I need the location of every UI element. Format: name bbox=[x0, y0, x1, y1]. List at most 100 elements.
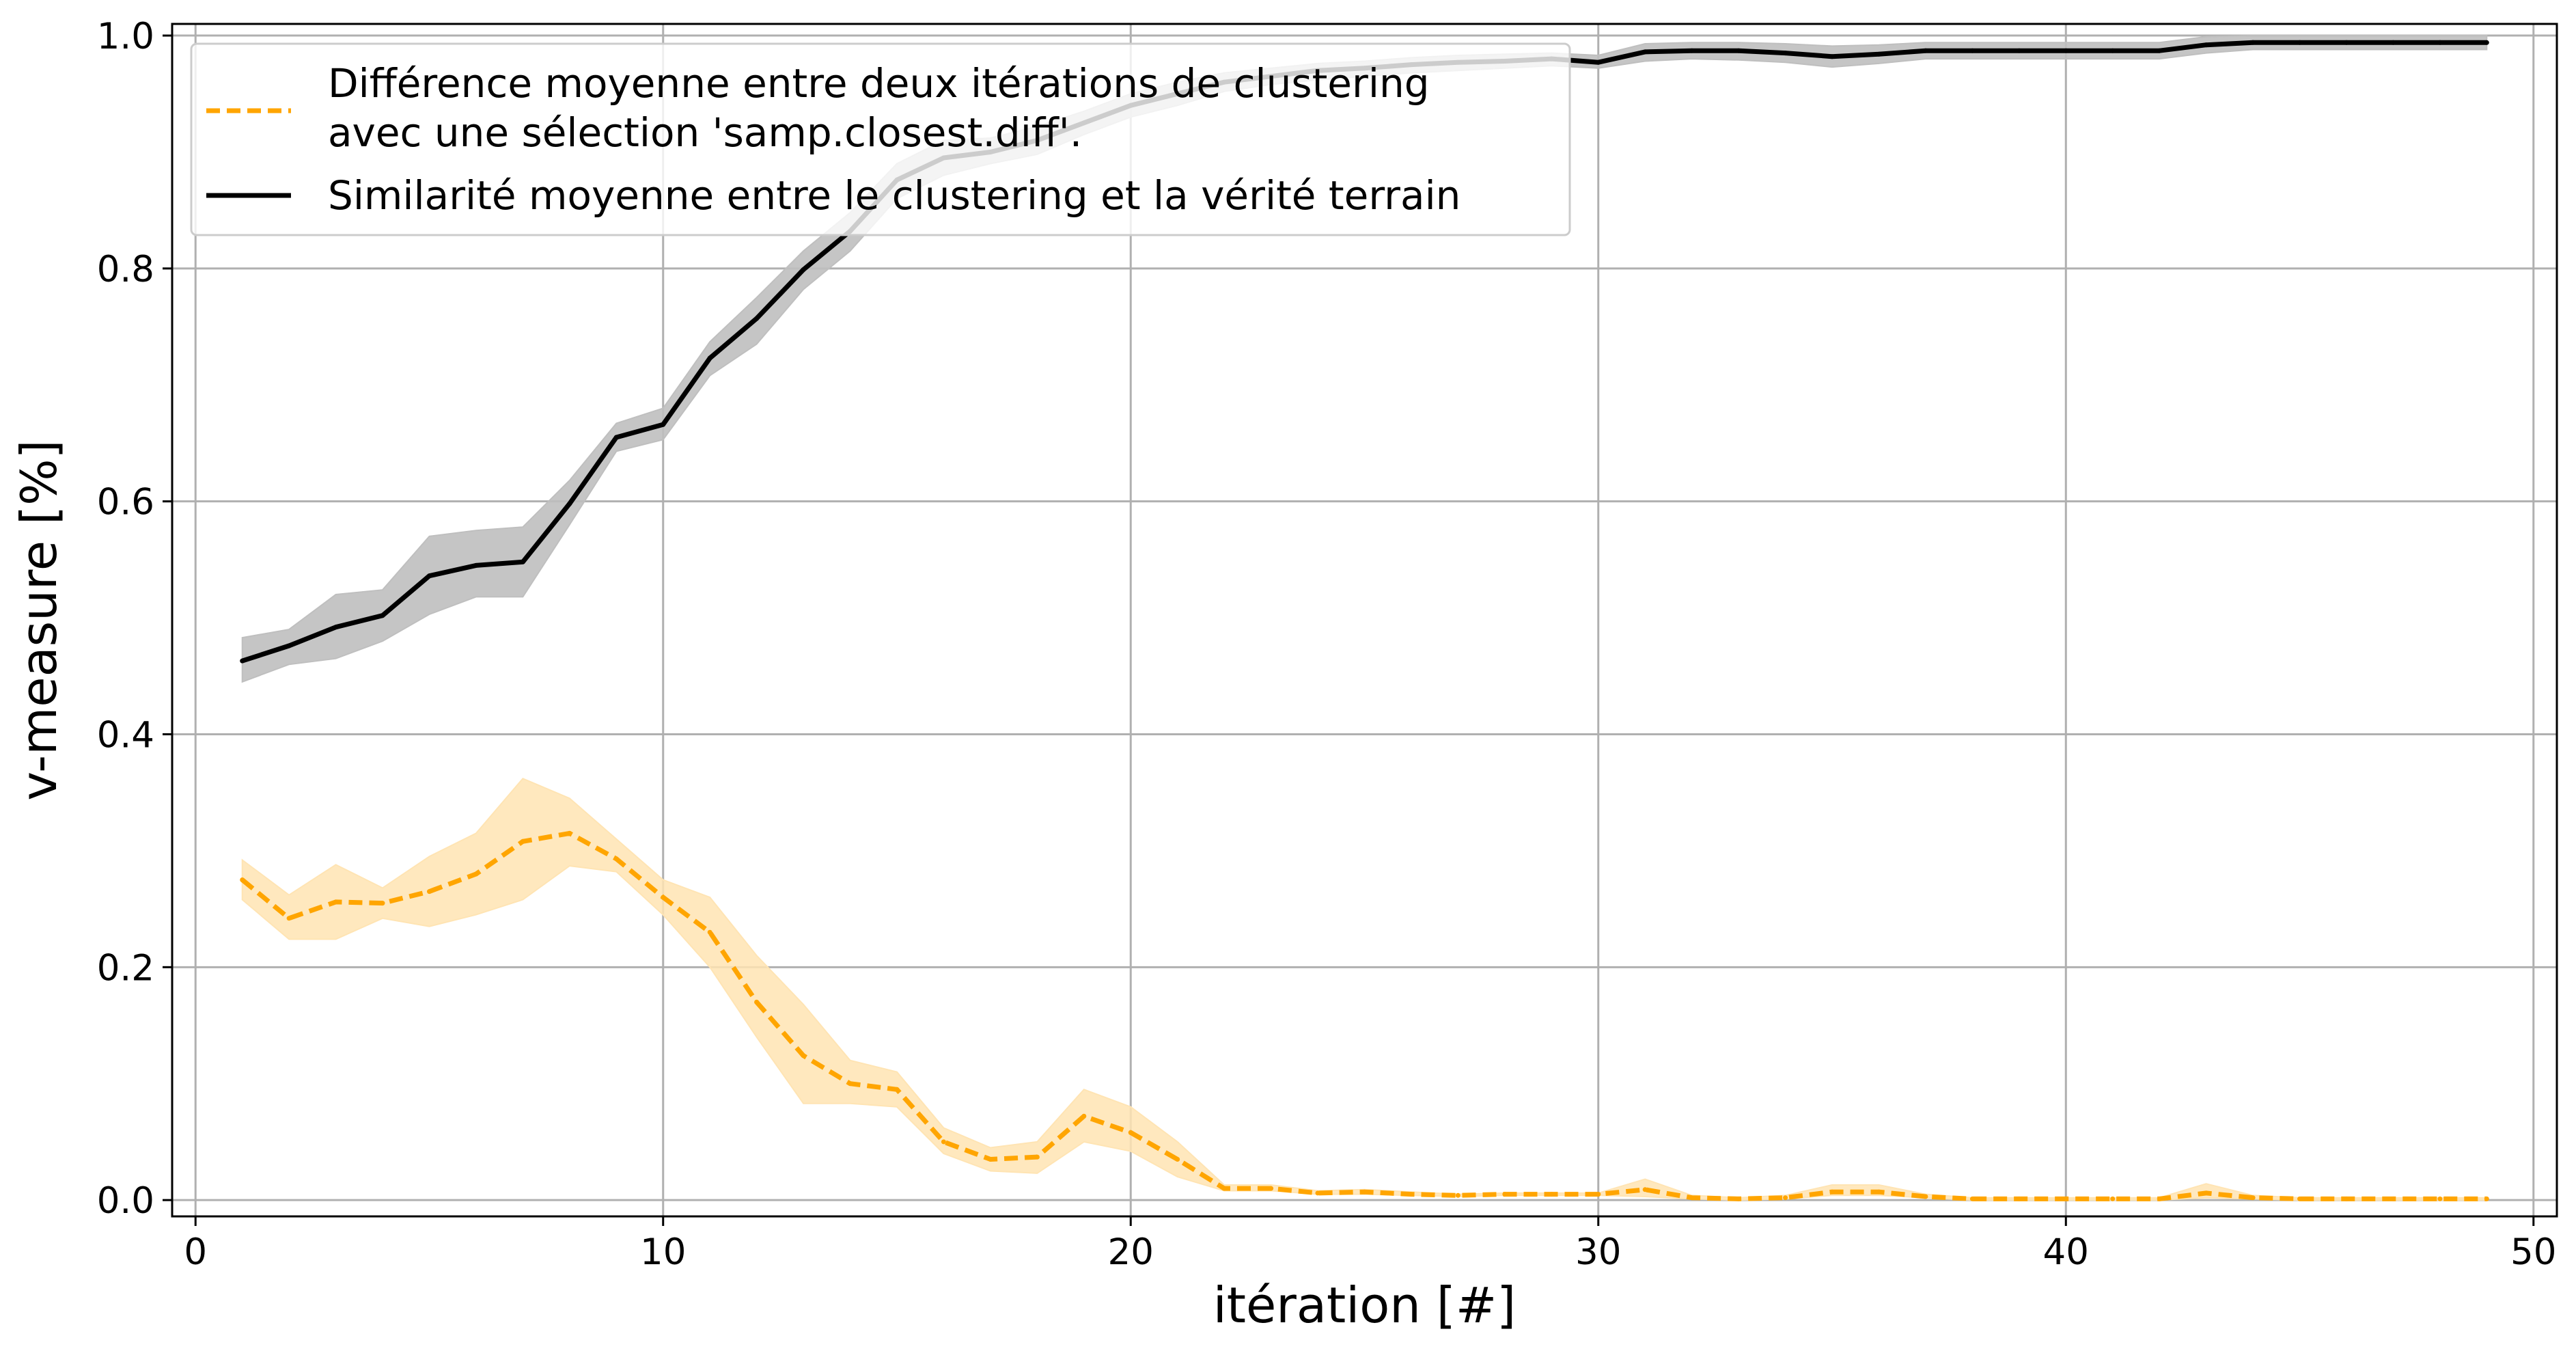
similarity-point-5 bbox=[427, 573, 432, 579]
y-tick-label-0.6: 0.6 bbox=[97, 482, 154, 523]
difference-point-43 bbox=[2204, 1190, 2209, 1196]
similarity-point-13 bbox=[801, 267, 806, 273]
similarity-point-48 bbox=[2437, 40, 2443, 45]
difference-point-11 bbox=[707, 929, 712, 935]
plot-frame bbox=[171, 23, 2558, 1218]
similarity-point-39 bbox=[2017, 48, 2022, 53]
difference-point-8 bbox=[567, 830, 572, 836]
similarity-point-49 bbox=[2484, 40, 2489, 45]
x-tick-label-20: 20 bbox=[1108, 1231, 1154, 1273]
similarity-point-35 bbox=[1829, 54, 1835, 59]
difference-point-3 bbox=[333, 899, 339, 905]
legend-box bbox=[190, 42, 1571, 236]
difference-point-49 bbox=[2484, 1196, 2489, 1201]
similarity-point-47 bbox=[2390, 40, 2396, 45]
difference-point-44 bbox=[2250, 1195, 2256, 1201]
similarity-point-12 bbox=[754, 316, 760, 321]
difference-point-24 bbox=[1315, 1190, 1320, 1196]
x-tick-label-50: 50 bbox=[2510, 1231, 2556, 1273]
difference-point-21 bbox=[1175, 1157, 1180, 1162]
difference-point-7 bbox=[520, 838, 525, 844]
difference-point-16 bbox=[941, 1139, 946, 1145]
x-tick-label-40: 40 bbox=[2043, 1231, 2089, 1273]
difference-point-19 bbox=[1081, 1113, 1087, 1119]
difference-point-30 bbox=[1596, 1192, 1601, 1197]
similarity-point-42 bbox=[2157, 48, 2162, 53]
x-tick-label-0: 0 bbox=[184, 1231, 207, 1273]
difference-point-15 bbox=[894, 1087, 900, 1092]
difference-point-29 bbox=[1549, 1192, 1554, 1197]
similarity-point-33 bbox=[1736, 48, 1741, 53]
difference-point-34 bbox=[1783, 1195, 1788, 1201]
legend-label-difference-line2: avec une sélection 'samp.closest.diff'. bbox=[328, 109, 1082, 156]
difference-point-37 bbox=[1923, 1194, 1928, 1199]
difference-point-5 bbox=[427, 889, 432, 895]
difference-point-28 bbox=[1502, 1192, 1508, 1197]
difference-point-48 bbox=[2437, 1196, 2443, 1201]
y-tick-label-0.8: 0.8 bbox=[97, 249, 154, 290]
axis-ticks: 0 10 20 30 40 50 0.0 0.2 0.4 0.6 0.8 1.0 bbox=[97, 16, 2557, 1273]
difference-point-40 bbox=[2063, 1196, 2068, 1201]
y-axis-title: v-measure [%] bbox=[10, 439, 68, 800]
difference-point-31 bbox=[1642, 1187, 1648, 1192]
similarity-point-11 bbox=[707, 355, 712, 361]
x-tick-label-30: 30 bbox=[1575, 1231, 1621, 1273]
difference-point-38 bbox=[1969, 1196, 1975, 1201]
similarity-point-32 bbox=[1689, 48, 1695, 53]
similarity-point-45 bbox=[2297, 40, 2302, 45]
difference-point-13 bbox=[801, 1053, 806, 1059]
difference-point-6 bbox=[473, 871, 479, 877]
similarity-point-37 bbox=[1923, 48, 1928, 53]
difference-point-2 bbox=[286, 916, 292, 921]
y-tick-label-1.0: 1.0 bbox=[97, 16, 154, 57]
similarity-point-30 bbox=[1596, 59, 1601, 65]
difference-point-42 bbox=[2157, 1196, 2162, 1201]
difference-point-33 bbox=[1736, 1196, 1741, 1201]
difference-point-25 bbox=[1362, 1189, 1367, 1195]
similarity-point-2 bbox=[286, 643, 292, 649]
difference-point-17 bbox=[988, 1157, 993, 1162]
similarity-point-1 bbox=[240, 658, 245, 664]
difference-point-22 bbox=[1221, 1186, 1227, 1191]
difference-point-9 bbox=[613, 856, 619, 862]
similarity-point-43 bbox=[2204, 42, 2209, 48]
difference-point-36 bbox=[1876, 1189, 1881, 1195]
difference-point-47 bbox=[2390, 1196, 2396, 1201]
similarity-point-31 bbox=[1642, 49, 1648, 55]
similarity-point-6 bbox=[473, 562, 479, 568]
x-tick-label-10: 10 bbox=[640, 1231, 686, 1273]
legend: Différence moyenne entre deux itérations… bbox=[190, 42, 1571, 236]
difference-point-35 bbox=[1829, 1189, 1835, 1195]
similarity-point-4 bbox=[380, 613, 385, 618]
difference-point-45 bbox=[2297, 1196, 2302, 1201]
difference-point-12 bbox=[754, 999, 760, 1005]
similarity-point-7 bbox=[520, 559, 525, 564]
difference-point-41 bbox=[2110, 1196, 2116, 1201]
similarity-point-36 bbox=[1876, 51, 1881, 57]
difference-point-26 bbox=[1409, 1192, 1414, 1197]
legend-label-similarity: Similarité moyenne entre le clustering e… bbox=[328, 172, 1460, 219]
difference-point-10 bbox=[661, 895, 666, 900]
similarity-point-44 bbox=[2250, 40, 2256, 45]
difference-point-46 bbox=[2344, 1196, 2349, 1201]
difference-point-39 bbox=[2017, 1196, 2022, 1201]
y-tick-label-0.0: 0.0 bbox=[97, 1180, 154, 1222]
difference-point-14 bbox=[848, 1081, 853, 1087]
x-axis-title: itération [#] bbox=[1213, 1277, 1516, 1334]
similarity-point-38 bbox=[1969, 48, 1975, 53]
similarity-point-8 bbox=[567, 501, 572, 506]
legend-label-difference-line1: Différence moyenne entre deux itérations… bbox=[328, 60, 1430, 107]
difference-point-32 bbox=[1689, 1195, 1695, 1201]
y-tick-label-0.4: 0.4 bbox=[97, 715, 154, 756]
similarity-point-3 bbox=[333, 625, 339, 630]
difference-point-20 bbox=[1128, 1130, 1133, 1135]
similarity-point-10 bbox=[661, 422, 666, 427]
similarity-point-40 bbox=[2063, 48, 2068, 53]
similarity-point-34 bbox=[1783, 51, 1788, 56]
difference-point-4 bbox=[380, 901, 385, 906]
difference-point-23 bbox=[1269, 1186, 1274, 1191]
similarity-point-46 bbox=[2344, 40, 2349, 45]
difference-point-27 bbox=[1455, 1192, 1460, 1198]
